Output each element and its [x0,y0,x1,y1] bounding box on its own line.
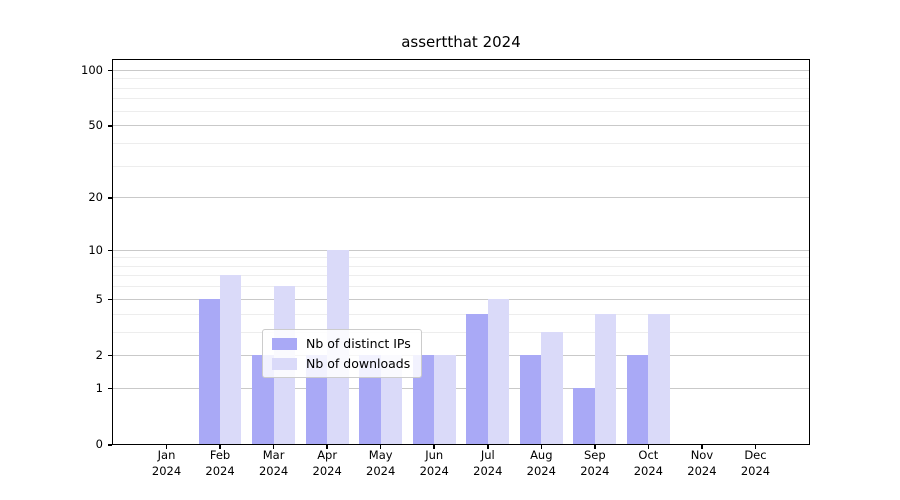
gridline-minor [113,87,809,89]
y-axis-tick-label: 0 [95,437,103,451]
y-axis-tick-label: 50 [88,118,103,133]
x-axis-tick-label: Jun 2024 [419,448,449,478]
x-axis-tick-label: May 2024 [366,448,396,478]
gridline-minor [113,78,809,80]
x-axis-tick-label: Mar 2024 [258,448,289,478]
gridline-major [113,125,809,127]
bar-jun-downloads [434,354,456,444]
gridline-minor [113,142,809,144]
bar-oct-distinct-ips [626,354,649,444]
y-axis-tick-label: 100 [81,62,103,77]
chart-title: assertthat 2024 [401,33,521,51]
gridline-major [113,69,809,71]
gridline-major [113,354,809,356]
bar-sep-downloads [594,313,617,444]
x-axis-tick-label: Aug 2024 [526,448,556,478]
x-axis-tick-label: Jul 2024 [473,448,503,478]
x-tick-mark [379,445,382,449]
y-axis-tick-label: 2 [95,347,103,362]
y-axis-tick-label: 10 [88,242,103,257]
y-tick-mark [108,298,112,301]
y-tick-mark [108,354,112,357]
bar-aug-distinct-ips [519,354,542,444]
x-axis-tick-label: Nov 2024 [687,448,717,478]
bar-aug-downloads [541,331,563,444]
x-tick-mark [272,445,275,449]
x-tick-mark [754,445,757,449]
gridline-minor [113,331,809,333]
gridline-minor [113,286,809,288]
legend-item-downloads: Nb of downloads [272,356,411,371]
x-tick-mark [165,445,168,449]
gridline-major [113,387,809,389]
gridline-minor [113,275,809,277]
bar-jul-downloads [487,298,510,444]
gridline-minor [113,313,809,315]
legend-item-distinct-ips: Nb of distinct IPs [272,336,411,351]
gridline-major [113,298,809,300]
plot-area [112,59,810,445]
x-tick-mark [647,445,650,449]
bar-jul-distinct-ips [466,313,488,444]
legend-label-downloads: Nb of downloads [306,356,411,371]
bar-feb-distinct-ips [198,298,221,444]
x-tick-mark [701,445,703,449]
gridline-minor [113,257,809,259]
legend-swatch-downloads [272,357,297,370]
x-axis-tick-label: Apr 2024 [312,448,342,478]
gridline-major [113,249,809,251]
x-axis-tick-label: Sep 2024 [580,448,610,478]
legend-swatch-distinct-ips [272,337,297,350]
x-axis-tick-label: Jan 2024 [151,448,182,478]
gridline-major [113,197,809,199]
gridline-minor [113,165,809,167]
x-tick-mark [433,445,435,449]
x-tick-mark [326,445,328,449]
y-tick-mark [108,69,112,72]
y-tick-mark [108,197,112,199]
y-tick-mark [108,125,112,127]
y-tick-mark [108,249,112,252]
gridline-minor [113,110,809,112]
y-axis-tick-label: 5 [95,291,103,306]
x-tick-mark [594,445,596,449]
y-axis-tick-label: 1 [95,380,103,395]
bar-feb-downloads [220,275,242,444]
x-axis-tick-label: Oct 2024 [633,448,664,478]
y-tick-mark [108,444,112,446]
x-tick-mark [540,445,543,449]
gridline-minor [113,265,809,267]
bar-oct-downloads [648,313,670,444]
legend: Nb of distinct IPs Nb of downloads [262,329,422,378]
legend-label-distinct-ips: Nb of distinct IPs [306,336,411,351]
x-tick-mark [487,445,489,449]
y-axis-tick-label: 20 [88,190,103,205]
x-axis-tick-label: Feb 2024 [205,448,235,478]
gridline-minor [113,98,809,100]
bar-sep-distinct-ips [573,387,595,444]
x-tick-mark [219,445,221,449]
y-tick-mark [108,387,112,390]
x-axis-tick-label: Dec 2024 [740,448,771,478]
